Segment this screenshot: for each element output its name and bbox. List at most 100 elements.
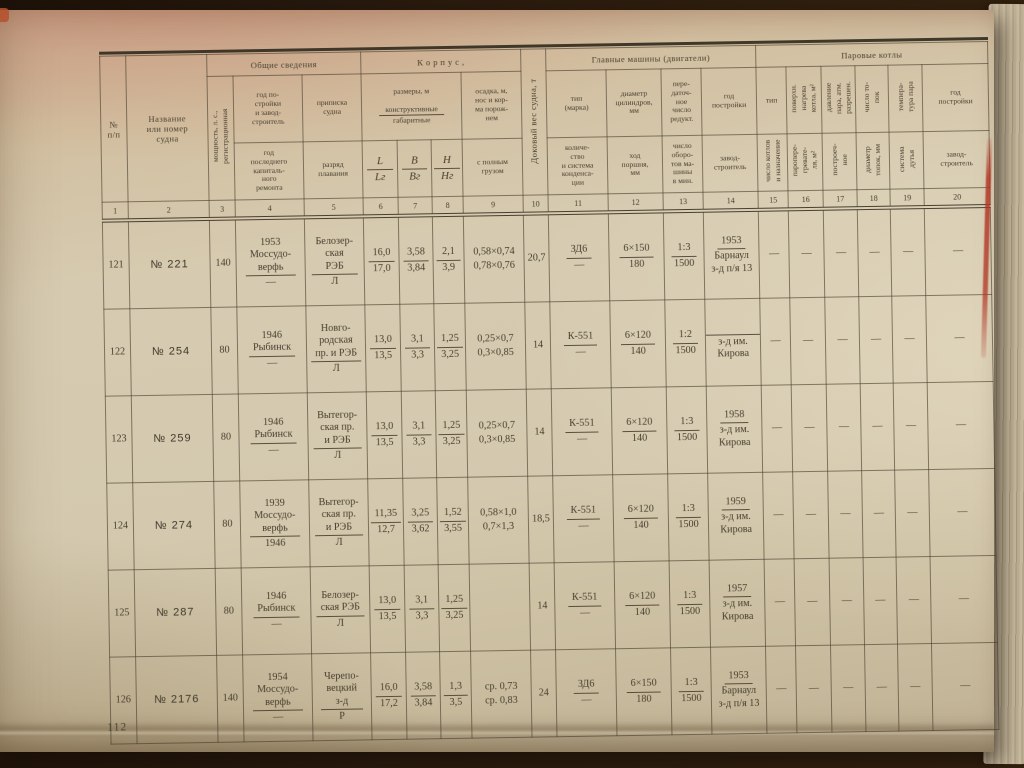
col-header-firebox-diameter: диаметр топок, мм [856, 132, 891, 190]
cell-power: 140 [216, 654, 245, 743]
col-header-cylinder: диаметр цилиндров, мм [605, 68, 663, 137]
cell-c7: 3,25 3,62 [402, 477, 439, 566]
col-header-ratio: пере- даточ- ное число редукт. [660, 68, 703, 136]
cell-c18: — [863, 557, 898, 645]
cell-name: № 274 [132, 481, 216, 570]
ship-registry-table: № п/п Название или номер судна Общие све… [99, 40, 1000, 745]
cell-power: 80 [212, 393, 240, 482]
height-bottom: Hг [440, 169, 454, 182]
col-header-dock-weight: Доковый вес судна, т [520, 48, 549, 196]
cell-name: № 287 [134, 568, 217, 657]
col-header-built: год по- стройки и завод- строитель [232, 74, 304, 144]
cell-c18: — [857, 207, 892, 297]
table-row: 123 № 259 80 1946 Рыбинск — Вытегор- ская пр.… [105, 381, 995, 484]
col-number: 19 [890, 188, 925, 208]
cell-name: № 259 [131, 394, 214, 483]
col-header-beam: B Bг [397, 139, 433, 198]
cell-c17: — [826, 383, 862, 472]
power-label: мощность, л. с., регистрационная строите… [210, 109, 236, 165]
cell-c15: — [759, 297, 792, 386]
cell-c13: 1:3 1500 [666, 386, 708, 474]
cell-c16: — [788, 208, 825, 298]
cell-c11: ЗД6— [555, 648, 618, 737]
cell-c15: — [761, 384, 793, 473]
cell-c17: — [829, 557, 865, 646]
col-header-boiler-count: число котлов и назначение [757, 133, 789, 192]
col-number: 12 [608, 192, 664, 213]
cell-c16: — [795, 645, 833, 733]
cell-c12: 6×150 180 [615, 647, 673, 736]
col-header-power: мощность, л. с., регистрационная строите… [206, 76, 236, 201]
cell-c4: 1946 Рыбинск — [241, 566, 312, 655]
steam-temp-label: темпера- тура пара [895, 81, 915, 113]
col-number: 2 [128, 200, 210, 221]
cell-c7: 3,58 3,84 [405, 651, 442, 740]
cell-c8: 1,3 3,5 [439, 651, 473, 739]
cell-power: 140 [209, 218, 237, 308]
cell-c9 [469, 563, 531, 652]
cell-c14: 1959 з-д им. Кирова [707, 472, 765, 561]
col-number: 3 [209, 200, 236, 219]
cell-c5: Вытегор- ская пр. и РЭБ Л [307, 391, 368, 480]
cell-n: 124 [106, 482, 135, 571]
cell-c11: К-551— [549, 300, 612, 389]
cell-c4: 1954 Моссудо- верфь — [242, 653, 314, 742]
cell-c11: К-551— [552, 474, 615, 563]
cell-c6: 16,0 17,2 [370, 652, 408, 740]
cell-c9: ср. 0,73 ср. 0,83 [470, 650, 533, 739]
col-number: 14 [703, 191, 759, 211]
table-row: 122 № 254 80 1946 Рыбинск — Новго- родская пр… [103, 294, 994, 397]
col-number: 5 [304, 197, 364, 218]
cell-c20: — [927, 381, 995, 470]
cell-c17: — [823, 208, 859, 298]
col-number: 6 [363, 197, 399, 217]
col-header-steam-temp: темпера- тура пара [887, 64, 924, 133]
col-header-dimensions: размеры, м конструктивные габаритные [360, 72, 463, 141]
col-header-name: Название или номер судна [125, 54, 210, 202]
cell-c19: — [896, 556, 932, 645]
beam-bottom: Bг [409, 169, 421, 183]
cell-c13: 1:3 1500 [669, 560, 711, 648]
table-row: 126 № 2176 140 1954 Моссудо- верфь — Черепо- … [109, 642, 1000, 745]
cell-power: 80 [215, 567, 243, 656]
col-header-name-label: Название или номер судна [146, 112, 189, 144]
cell-c12: 6×120 140 [609, 299, 667, 388]
cell-c17: — [824, 296, 861, 385]
cell-c14: 1953 Барнаул з-д п/я 13 [703, 209, 760, 300]
cell-c7: 3,1 3,3 [399, 303, 436, 392]
fireboxes-label: число то- пок [861, 82, 882, 113]
cell-c8: 1,25 3,25 [433, 303, 467, 391]
col-header-rpm: число оборо- тов ма- шины в мин. [662, 135, 704, 193]
cell-c13: 1:3 1500 [670, 647, 713, 735]
cell-c4: 1953 Моссудо- верфь — [235, 217, 306, 307]
page-number: 112 [107, 721, 128, 734]
cell-c10: 14 [524, 301, 552, 390]
col-number: 8 [432, 196, 464, 216]
cell-n: 125 [108, 569, 136, 658]
col-number: 4 [235, 198, 305, 219]
boiler-count-label: число котлов и назначение [762, 139, 782, 183]
registry-table-wrap: № п/п Название или номер судна Общие све… [99, 37, 1000, 745]
dimensions-bottom: габаритные [392, 115, 431, 126]
cell-c10: 24 [530, 649, 558, 738]
cell-c19: — [893, 382, 929, 471]
cell-c14: 1958 з-д им. Кирова [706, 385, 763, 474]
cell-c14: 1953 Барнаул з-д п/я 13 [710, 646, 768, 735]
pressure-build-label: построеч- ное [829, 143, 849, 177]
cell-name: № 254 [129, 307, 213, 396]
cell-c5: Черепо- вецкий з-д Р [311, 652, 373, 741]
cell-c13: 1:2 1500 [664, 299, 707, 387]
cell-c9: 0,58×1,0 0,7×1,3 [467, 476, 530, 565]
dock-weight-label: Доковый вес судна, т [528, 78, 540, 164]
cell-c6: 13,0 13,5 [369, 565, 406, 653]
col-header-height: H Hг [431, 139, 464, 197]
cell-c16: — [794, 558, 831, 646]
table-row: 121 № 221 140 1953 Моссудо- верфь — Белозер- … [102, 205, 992, 310]
cell-c14: 1957 з-д им. Кирова [709, 559, 766, 648]
group-hull: К о р п у с , [360, 49, 522, 74]
col-header-pressure: давление пара, атм. разрешен. [821, 65, 857, 134]
table-row: 124 № 274 80 1939 Моссудо- верфь 1946 Вытегор… [106, 468, 997, 571]
group-general: Общие сведения [206, 51, 361, 77]
cell-c12: 6×120 140 [612, 473, 670, 562]
